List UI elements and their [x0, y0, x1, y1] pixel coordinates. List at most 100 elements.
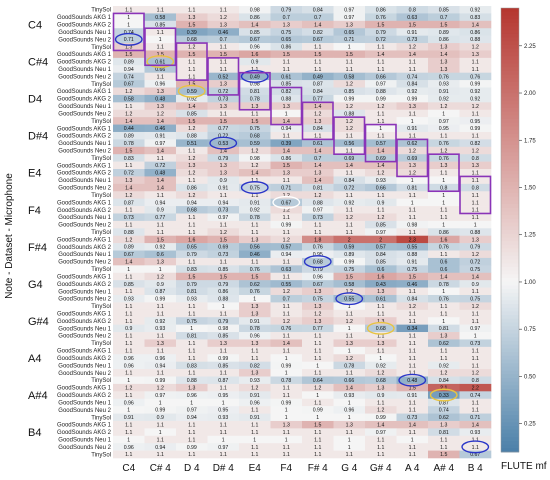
- heatmap-cell: [302, 398, 334, 407]
- heatmap-cell: [239, 361, 271, 370]
- cell-value-label: 1.3: [251, 311, 258, 317]
- heatmap-cell: [396, 243, 429, 251]
- heatmap-cell: [176, 332, 208, 340]
- heatmap-cell: [176, 146, 208, 155]
- cell-value-label: 1.1: [314, 59, 321, 65]
- cell-value-label: 1.1: [188, 260, 195, 266]
- heatmap-cell: [176, 346, 208, 355]
- colorbar-segment: [501, 215, 519, 220]
- heatmap-cell: [428, 80, 460, 88]
- heatmap-cell: [428, 406, 460, 414]
- cell-value-label: 1.1: [409, 452, 416, 458]
- cell-value-label: 1.1: [440, 356, 447, 362]
- cell-value-label: 0.61: [313, 141, 323, 147]
- cell-value-label: 0.58: [124, 97, 134, 103]
- heatmap-cell: [333, 13, 366, 22]
- cell-value-label: 0.85: [281, 82, 291, 88]
- heatmap-cell: [459, 250, 492, 259]
- cell-value-label: 0.87: [124, 200, 134, 206]
- cell-value-label: 1.1: [220, 430, 227, 436]
- colorbar-segment: [501, 311, 519, 316]
- colorbar-segment: [501, 366, 519, 371]
- heatmap-cell: [176, 339, 208, 348]
- colorbar-segment: [501, 318, 519, 323]
- note-label: F#4: [28, 242, 47, 254]
- cell-value-label: 0.98: [250, 82, 260, 88]
- heatmap-cell: [144, 317, 177, 325]
- colorbar-tick-label: 1.50: [524, 185, 536, 191]
- heatmap-cell: [302, 35, 334, 44]
- heatmap-cell: [113, 28, 145, 36]
- cell-value-label: 1: [348, 415, 351, 421]
- cell-value-label: 0.96: [155, 356, 165, 362]
- cell-value-label: 0.97: [313, 208, 323, 214]
- heatmap-cell: [270, 213, 303, 222]
- row-label: GoodSounds Neu 1: [58, 326, 111, 332]
- heatmap-cell: [113, 206, 145, 214]
- heatmap-cell: [333, 309, 366, 318]
- heatmap-cell: [428, 72, 460, 81]
- cell-value-label: 1.1: [220, 222, 227, 228]
- cell-value-label: 1.2: [472, 371, 479, 377]
- cell-value-label: 1.1: [314, 371, 321, 377]
- cell-value-label: 1.1: [283, 215, 290, 221]
- cell-value-label: 1.1: [125, 311, 132, 317]
- cell-value-label: 0.34: [407, 326, 417, 332]
- cell-value-label: 1.2: [157, 274, 164, 280]
- heatmap-cell: [459, 317, 492, 325]
- heatmap-cell: [302, 139, 334, 148]
- colorbar-segment: [501, 93, 519, 98]
- colorbar-segment: [501, 152, 519, 157]
- cell-value-label: 0.97: [155, 141, 165, 147]
- column-label: B 4: [468, 463, 483, 474]
- cell-value-label: 0.84: [344, 178, 354, 184]
- heatmap-cell: [207, 146, 240, 155]
- heatmap-cell: [270, 376, 303, 385]
- heatmap-cell: [176, 220, 208, 229]
- row-label: GoodSounds AKG 1: [57, 200, 112, 206]
- heatmap-cell: [428, 131, 460, 140]
- cell-value-label: 1.1: [346, 193, 353, 199]
- row-label: TinySol: [91, 452, 111, 458]
- colorbar-segment: [501, 329, 519, 334]
- heatmap-cell: [176, 420, 208, 429]
- note-label: F4: [28, 205, 41, 217]
- note-label: E4: [28, 168, 41, 180]
- cell-value-label: 1.6: [188, 237, 195, 243]
- cell-value-label: 0.66: [376, 74, 386, 80]
- heatmap-cell: [396, 287, 429, 296]
- cell-value-label: 0.91: [218, 185, 228, 191]
- cell-value-label: 1.1: [409, 445, 416, 451]
- cell-value-label: 0.6: [440, 267, 447, 273]
- cell-value-label: 0.6: [377, 267, 384, 273]
- cell-value-label: 1.5: [157, 237, 164, 243]
- cell-value-label: 1: [348, 45, 351, 51]
- heatmap-cell: [113, 94, 145, 103]
- heatmap-cell: [239, 332, 271, 340]
- heatmap-cell: [239, 406, 271, 414]
- cell-value-label: 1.1: [251, 260, 258, 266]
- heatmap-cell: [428, 450, 460, 459]
- cell-value-label: 0.86: [218, 289, 228, 295]
- heatmap-cell: [302, 50, 334, 59]
- heatmap-cell: [207, 287, 240, 296]
- heatmap-cell: [333, 443, 366, 451]
- heatmap-cell: [270, 406, 303, 414]
- colorbar-segment: [501, 289, 519, 294]
- cell-value-label: 0.68: [187, 37, 197, 43]
- cell-value-label: 1.3: [440, 67, 447, 73]
- colorbar-segment: [501, 196, 519, 201]
- blue-highlight-ellipse: [240, 69, 269, 83]
- heatmap-cell: [333, 28, 366, 36]
- cell-value-label: 1.1: [314, 445, 321, 451]
- heatmap-cell: [459, 213, 492, 222]
- row-label: TinySol: [91, 230, 111, 236]
- heatmap-cell: [207, 235, 240, 244]
- cell-value-label: 1.1: [440, 304, 447, 310]
- heatmap-cell: [113, 161, 145, 170]
- heatmap-cell: [113, 243, 145, 251]
- cell-value-label: 1.1: [409, 348, 416, 354]
- cell-value-label: 1.1: [188, 74, 195, 80]
- heatmap-cell: [176, 280, 208, 288]
- heatmap-cell: [207, 339, 240, 348]
